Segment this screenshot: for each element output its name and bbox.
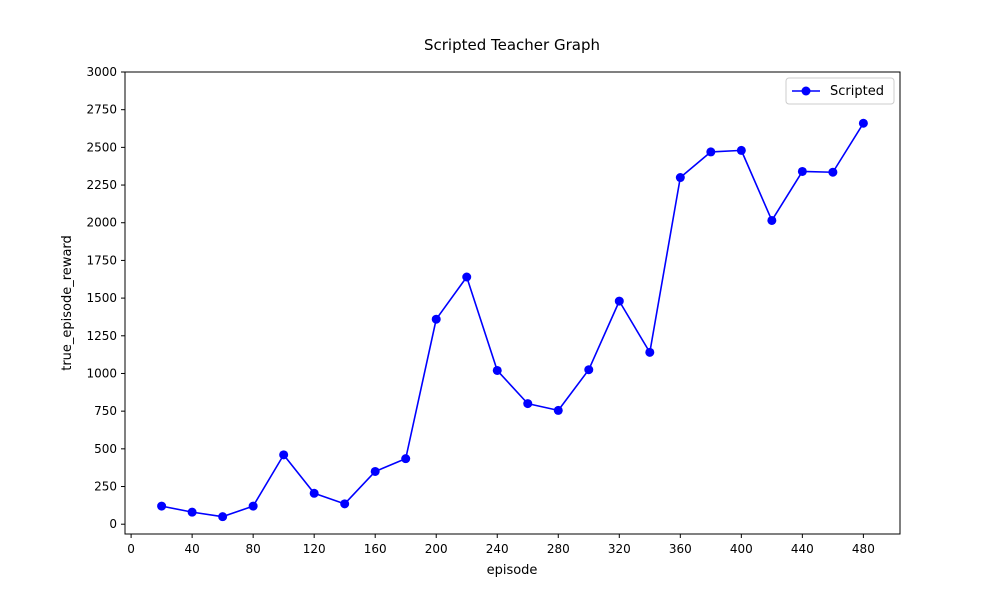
x-tick-label: 440: [791, 542, 814, 556]
data-point: [584, 365, 594, 375]
x-tick-label: 200: [425, 542, 448, 556]
x-tick-label: 40: [184, 542, 199, 556]
legend: Scripted: [785, 77, 895, 105]
y-tick-label: 750: [94, 404, 117, 418]
legend-marker: [801, 86, 811, 96]
y-tick-label: 250: [94, 480, 117, 494]
data-point: [492, 365, 502, 375]
chart-title: Scripted Teacher Graph: [424, 36, 600, 54]
x-tick-label: 0: [127, 542, 135, 556]
y-tick-label: 2500: [86, 140, 117, 154]
legend-label: Scripted: [830, 84, 884, 99]
series-layer: [157, 118, 868, 522]
x-tick-label: 480: [852, 542, 875, 556]
data-point: [218, 512, 228, 522]
data-point: [309, 488, 319, 498]
data-point: [462, 272, 472, 282]
series-line: [161, 122, 865, 518]
y-axis: 0 250 500 750 1000 1250 1500 1750 2000 2250 2500 27…: [86, 65, 125, 531]
x-tick-label: 120: [303, 542, 326, 556]
y-tick-label: 500: [94, 442, 117, 456]
x-tick-label: 360: [669, 542, 692, 556]
x-axis: 0 40 80 120 160 200 240 280 320 360 400 440 480: [127, 534, 875, 556]
data-point: [858, 118, 868, 128]
x-axis-label: episode: [487, 563, 538, 578]
data-point: [248, 501, 258, 511]
data-point: [187, 507, 197, 517]
y-axis-label: true_episode_reward: [60, 235, 75, 371]
data-point: [340, 499, 350, 509]
data-point: [736, 145, 746, 155]
data-point: [614, 296, 624, 306]
data-point: [645, 347, 655, 357]
data-point: [828, 167, 838, 177]
data-point: [401, 454, 411, 464]
y-tick-label: 1000: [86, 366, 117, 380]
data-point: [370, 466, 380, 476]
data-point: [279, 450, 289, 460]
x-tick-label: 160: [364, 542, 387, 556]
x-tick-label: 320: [608, 542, 631, 556]
data-point: [797, 166, 807, 176]
data-point: [157, 501, 167, 511]
x-tick-label: 80: [246, 542, 261, 556]
y-tick-label: 0: [109, 517, 117, 531]
data-point: [553, 405, 563, 415]
data-point: [431, 314, 441, 324]
y-tick-label: 1750: [86, 253, 117, 267]
data-point: [767, 215, 777, 225]
data-point: [523, 399, 533, 409]
y-tick-label: 2000: [86, 216, 117, 230]
y-tick-label: 1500: [86, 291, 117, 305]
plot-area: [124, 71, 901, 535]
legend-box: [785, 77, 895, 105]
y-tick-label: 2750: [86, 103, 117, 117]
data-point: [675, 173, 685, 183]
y-tick-label: 3000: [86, 65, 117, 79]
y-tick-label: 2250: [86, 178, 117, 192]
x-tick-label: 400: [730, 542, 753, 556]
x-tick-label: 240: [486, 542, 509, 556]
y-tick-label: 1250: [86, 329, 117, 343]
data-point: [706, 147, 716, 157]
x-tick-label: 280: [547, 542, 570, 556]
